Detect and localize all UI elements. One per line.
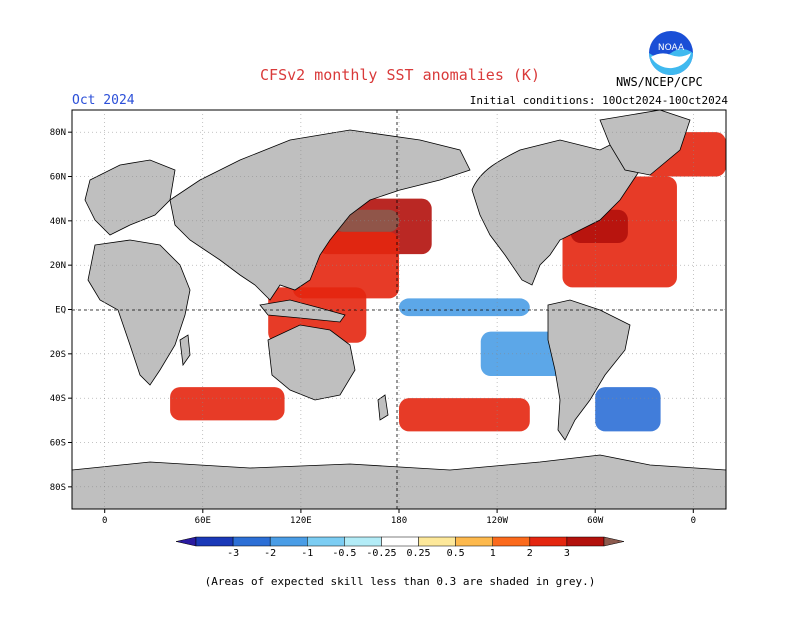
- north-america: [471, 129, 661, 286]
- noaa-logo: NOAA: [649, 31, 693, 75]
- land-masses: [72, 110, 726, 509]
- colorbar-max-arrow: [603, 536, 625, 547]
- initial-conditions: Initial conditions: 10Oct2024-10Oct2024: [469, 94, 728, 107]
- x-tick-label: 60E: [195, 516, 211, 526]
- colorbar-swatch: [566, 536, 605, 547]
- y-tick-label: 40S: [50, 394, 66, 404]
- colorbar-label: -0.25: [366, 548, 396, 559]
- y-tick-label: 60N: [50, 173, 66, 183]
- map-field: [72, 110, 726, 509]
- logo-text: NOAA: [658, 43, 685, 53]
- madagascar: [179, 334, 191, 367]
- anomaly-region: [644, 132, 726, 177]
- colorbar-swatch: [195, 536, 234, 547]
- colorbar-swatch: [418, 536, 456, 547]
- x-tick-label: 180: [391, 516, 407, 526]
- colorbar-label: 2: [527, 548, 533, 559]
- forecast-month: Oct 2024: [72, 93, 135, 108]
- anomaly-region: [595, 387, 661, 432]
- colorbar-label: -2: [264, 548, 276, 559]
- anomaly-region: [268, 287, 367, 343]
- gridlines: [72, 110, 726, 509]
- x-tick-label: 60W: [587, 516, 604, 526]
- x-tick-label: 120W: [486, 516, 508, 526]
- anomaly-region: [570, 209, 628, 243]
- chart-title: CFSv2 monthly SST anomalies (K): [260, 66, 540, 84]
- colorbar-label: -0.5: [332, 548, 356, 559]
- anomaly-region: [399, 398, 530, 432]
- colorbar-label: 1: [490, 548, 496, 559]
- indonesia: [259, 299, 346, 323]
- colorbar-swatch: [381, 536, 419, 547]
- colorbar-swatch: [455, 536, 493, 547]
- y-tick-label: 20S: [50, 350, 66, 360]
- skill-note: (Areas of expected skill less than 0.3 a…: [204, 575, 596, 588]
- colorbar-swatch: [269, 536, 308, 547]
- y-tick-label: EQ: [55, 306, 66, 316]
- x-tick-label: 120E: [290, 516, 312, 526]
- new-zealand: [377, 394, 389, 421]
- reference-lines: [72, 110, 726, 509]
- europe: [84, 159, 176, 236]
- y-tick-label: 40N: [50, 217, 66, 227]
- anomaly-region: [399, 298, 530, 317]
- colorbar-swatch: [529, 536, 568, 547]
- anomaly-region: [292, 231, 399, 299]
- y-tick-label: 80S: [50, 483, 66, 493]
- x-axis-ticks: 0 60E 120E 180 120W 60W 0: [102, 509, 696, 526]
- y-tick-label: 20N: [50, 261, 66, 271]
- greenland: [599, 110, 691, 176]
- ocean-background: [72, 110, 726, 509]
- y-axis-ticks: 80N 60N 40N 20N EQ 20S 40S 60S 80S: [50, 128, 72, 493]
- agency-label: NWS/NCEP/CPC: [616, 75, 703, 89]
- colorbar-label: -1: [301, 548, 313, 559]
- y-tick-label: 60S: [50, 439, 66, 449]
- colorbar: -3 -2 -1 -0.5 -0.25 0.25 0.5 1 2 3: [175, 536, 625, 559]
- anomaly-region: [562, 176, 677, 288]
- antarctica: [72, 454, 726, 509]
- colorbar-label: 0.25: [406, 548, 430, 559]
- colorbar-swatch: [344, 536, 382, 547]
- eurasia: [169, 129, 471, 301]
- colorbar-swatch: [307, 536, 345, 547]
- colorbar-swatch: [232, 536, 271, 547]
- anomaly-region: [170, 387, 285, 421]
- anomaly-regions: [170, 132, 726, 432]
- australia: [267, 324, 356, 401]
- south-america: [547, 299, 631, 441]
- anomaly-region: [317, 198, 432, 255]
- map-frame: [71, 109, 727, 510]
- africa: [87, 239, 191, 386]
- x-tick-label: 0: [691, 516, 696, 526]
- colorbar-swatch: [492, 536, 531, 547]
- colorbar-label: -3: [227, 548, 239, 559]
- colorbar-min-arrow: [175, 536, 197, 547]
- colorbar-label: 0.5: [447, 548, 465, 559]
- colorbar-label: 3: [564, 548, 570, 559]
- anomaly-region: [333, 209, 399, 232]
- anomaly-region: [480, 331, 571, 376]
- x-tick-label: 0: [102, 516, 107, 526]
- y-tick-label: 80N: [50, 128, 66, 138]
